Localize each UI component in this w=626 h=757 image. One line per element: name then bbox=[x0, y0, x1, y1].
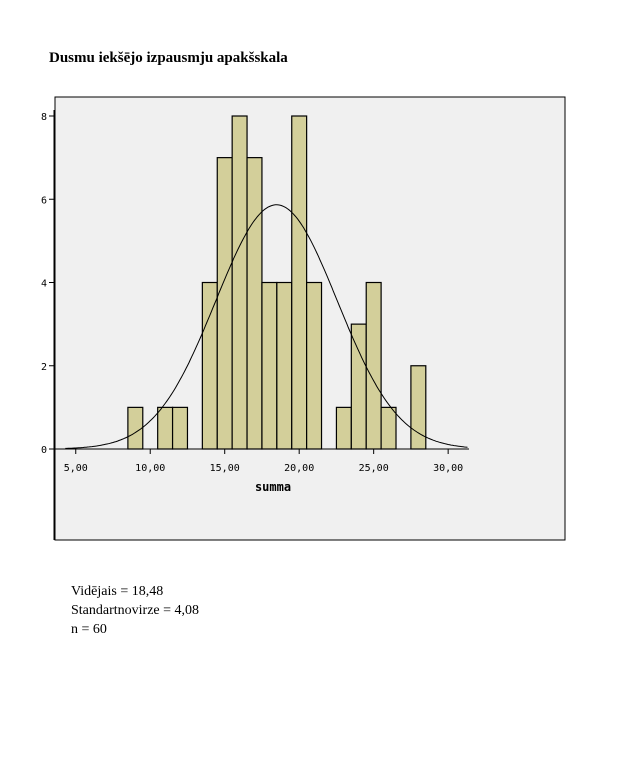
histogram-bar bbox=[201, 281, 218, 450]
histogram-bar bbox=[335, 406, 352, 450]
normal-curve bbox=[65, 204, 468, 449]
y-tick-label: 8 bbox=[41, 112, 47, 123]
histogram-bar bbox=[261, 281, 278, 450]
x-tick-label: 20,00 bbox=[284, 463, 314, 474]
histogram-bar bbox=[276, 281, 293, 450]
histogram-bar bbox=[350, 323, 367, 450]
x-tick-label: 5,00 bbox=[64, 463, 88, 474]
x-tick-label: 15,00 bbox=[210, 463, 240, 474]
histogram-bar bbox=[410, 365, 427, 450]
n-label: n = 60 bbox=[71, 622, 107, 637]
statistics-legend: Vidējais = 18,48 Standartnovirze = 4,08 … bbox=[71, 582, 199, 639]
chart-title: Dusmu iekšējo izpausmju apakšskala bbox=[49, 50, 288, 66]
mean-label: Vidējais = 18,48 bbox=[71, 584, 164, 599]
x-tick-label: 30,00 bbox=[433, 463, 463, 474]
histogram-bar bbox=[291, 115, 308, 450]
y-tick-label: 4 bbox=[41, 279, 47, 290]
histogram-bar bbox=[157, 406, 174, 450]
histogram-bar bbox=[365, 281, 382, 450]
histogram-bar bbox=[171, 406, 189, 450]
histogram-bar bbox=[246, 157, 263, 450]
sd-label: Standartnovirze = 4,08 bbox=[71, 603, 200, 618]
y-tick-label: 0 bbox=[41, 445, 47, 456]
histogram-bar bbox=[216, 157, 233, 450]
x-tick-label: 10,00 bbox=[135, 463, 165, 474]
x-tick-label: 25,00 bbox=[359, 463, 389, 474]
histogram-bar bbox=[380, 406, 397, 450]
histogram-bar bbox=[306, 281, 323, 450]
y-tick-label: 6 bbox=[41, 195, 47, 206]
histogram-bar bbox=[127, 406, 144, 450]
y-tick-label: 2 bbox=[41, 362, 47, 373]
histogram-bar bbox=[231, 115, 248, 450]
x-axis-label: summa bbox=[255, 480, 291, 494]
